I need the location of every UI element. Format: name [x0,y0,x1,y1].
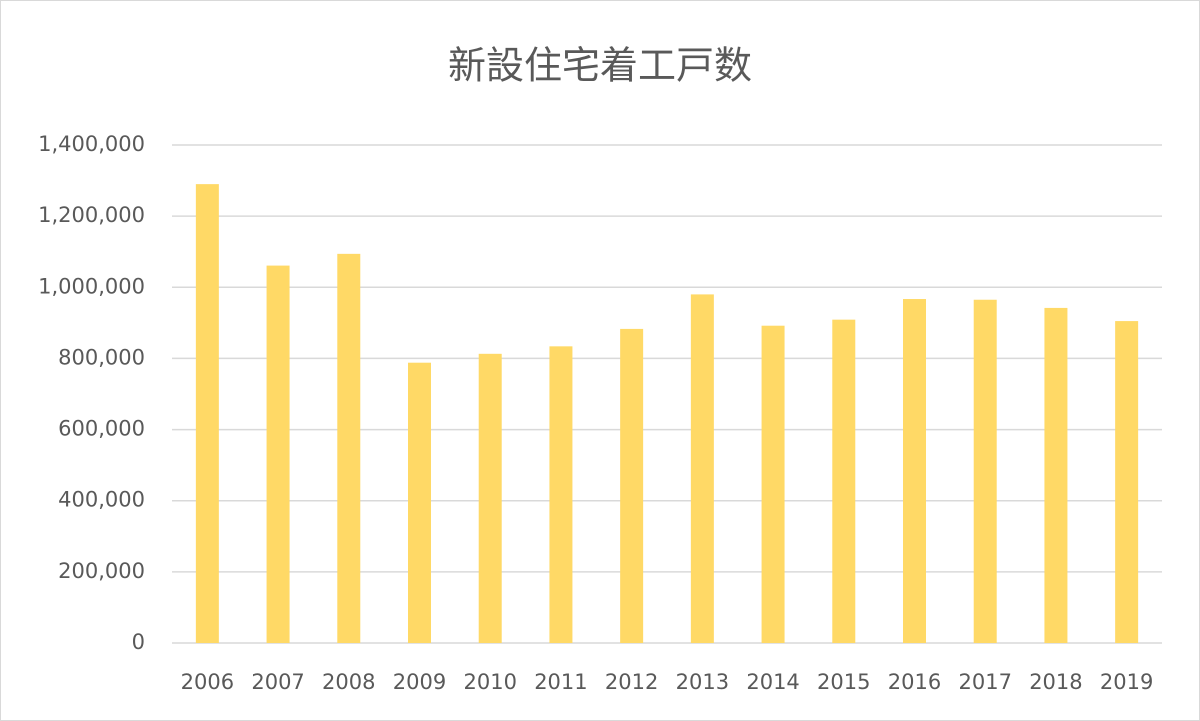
bar [761,325,785,643]
bar [903,299,926,643]
bar [832,319,856,643]
y-tick-label: 400,000 [58,488,145,512]
x-tick-label: 2013 [676,670,729,694]
x-tick-label: 2017 [958,670,1011,694]
chart-title: 新設住宅着工戸数 [448,44,752,88]
x-tick-label: 2016 [888,670,941,694]
x-tick-label: 2008 [322,670,375,694]
y-tick-label: 200,000 [58,559,145,583]
bar [620,328,644,643]
y-tick-label: 1,200,000 [38,203,145,227]
bar [408,362,431,643]
bar [690,294,714,643]
x-tick-label: 2015 [817,670,870,694]
x-tick-label: 2019 [1100,670,1153,694]
x-tick-label: 2012 [605,670,658,694]
y-tick-label: 0 [132,630,145,654]
y-tick-label: 800,000 [58,345,145,369]
bar [549,346,573,643]
x-tick-label: 2018 [1029,670,1082,694]
y-tick-label: 600,000 [58,417,145,441]
x-tick-label: 2006 [181,670,234,694]
bar [1115,321,1139,643]
x-tick-label: 2010 [463,670,516,694]
x-tick-label: 2009 [393,670,446,694]
bar [195,184,219,643]
bar [337,253,361,643]
x-tick-label: 2007 [251,670,304,694]
x-tick-label: 2014 [746,670,799,694]
bar [478,353,502,643]
bar [1044,307,1068,643]
x-tick-label: 2011 [534,670,587,694]
y-tick-label: 1,000,000 [38,274,145,298]
y-tick-label: 1,400,000 [38,132,145,156]
bar [973,299,997,643]
bar [266,265,290,643]
